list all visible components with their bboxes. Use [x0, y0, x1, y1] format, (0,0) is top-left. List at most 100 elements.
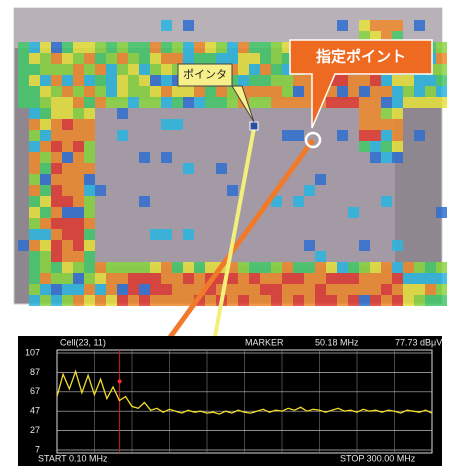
heat-cell [216, 163, 227, 174]
heat-cell [62, 163, 73, 174]
heat-cell [260, 97, 271, 108]
heat-cell [392, 141, 403, 152]
heat-cell [425, 97, 436, 108]
heat-cell [95, 97, 106, 108]
heat-cell [150, 273, 161, 284]
heat-cell [18, 240, 29, 251]
heat-cell [381, 141, 392, 152]
heat-cell [161, 152, 172, 163]
heat-cell [73, 75, 84, 86]
heat-cell [370, 284, 381, 295]
heat-cell [238, 262, 249, 273]
heat-cell [293, 196, 304, 207]
heat-cell [205, 53, 216, 64]
heat-cell [293, 273, 304, 284]
heat-cell [84, 295, 95, 306]
heat-cell [150, 86, 161, 97]
heat-cell [106, 284, 117, 295]
heat-cell [282, 86, 293, 97]
heat-cell [304, 240, 315, 251]
heat-cell [84, 86, 95, 97]
heat-cell [227, 86, 238, 97]
heat-cell [161, 284, 172, 295]
heat-cell [271, 75, 282, 86]
heat-cell [29, 86, 40, 97]
heat-cell [40, 86, 51, 97]
heat-cell [51, 141, 62, 152]
heat-cell [51, 251, 62, 262]
heat-cell [326, 284, 337, 295]
heat-cell [249, 86, 260, 97]
heat-cell [29, 207, 40, 218]
heat-cell [84, 97, 95, 108]
heat-cell [73, 108, 84, 119]
heat-cell [139, 42, 150, 53]
heat-cell [216, 42, 227, 53]
heat-cell [359, 20, 370, 31]
heat-cell [40, 75, 51, 86]
heat-cell [128, 284, 139, 295]
marker-title: MARKER [245, 337, 284, 347]
heat-cell [359, 240, 370, 251]
heat-cell [183, 42, 194, 53]
heat-cell [29, 75, 40, 86]
heat-cell [84, 152, 95, 163]
heat-cell [29, 185, 40, 196]
heat-cell [370, 31, 381, 42]
heat-cell [337, 262, 348, 273]
heat-cell [370, 97, 381, 108]
heat-cell [40, 97, 51, 108]
heat-cell [84, 196, 95, 207]
heat-cell [128, 53, 139, 64]
spectrum-panel [18, 336, 442, 466]
heat-cell [161, 53, 172, 64]
heat-cell [62, 273, 73, 284]
heat-cell [106, 53, 117, 64]
heat-cell [337, 284, 348, 295]
heat-cell [359, 108, 370, 119]
heat-cell [392, 119, 403, 130]
heat-cell [29, 163, 40, 174]
heat-cell [205, 42, 216, 53]
heat-cell [40, 240, 51, 251]
heat-cell [337, 86, 348, 97]
heat-cell [304, 97, 315, 108]
heat-cell [381, 152, 392, 163]
heat-cell [337, 97, 348, 108]
heat-cell [183, 295, 194, 306]
heat-cell [194, 284, 205, 295]
heat-cell [51, 240, 62, 251]
heat-cell [161, 42, 172, 53]
heat-cell [392, 262, 403, 273]
heat-cell [326, 262, 337, 273]
heat-cell [337, 273, 348, 284]
heat-cell [392, 273, 403, 284]
heat-cell [40, 174, 51, 185]
heat-cell [84, 207, 95, 218]
heat-cell [117, 295, 128, 306]
heat-cell [348, 262, 359, 273]
heat-cell [84, 229, 95, 240]
heat-cell [51, 284, 62, 295]
heat-cell [436, 284, 447, 295]
heat-cell [260, 42, 271, 53]
heat-cell [216, 273, 227, 284]
callout-text: 指定ポイント [316, 48, 406, 66]
heat-cell [370, 130, 381, 141]
heat-cell [359, 262, 370, 273]
heat-cell [227, 53, 238, 64]
heat-cell [62, 251, 73, 262]
heat-cell [205, 97, 216, 108]
heat-cell [392, 284, 403, 295]
heat-cell [348, 273, 359, 284]
heat-cell [414, 284, 425, 295]
y-tick-label: 107 [25, 347, 40, 357]
heat-cell [326, 97, 337, 108]
heat-cell [304, 273, 315, 284]
heat-cell [51, 152, 62, 163]
heat-cell [95, 86, 106, 97]
heat-cell [40, 108, 51, 119]
heat-cell [161, 97, 172, 108]
heat-cell [282, 42, 293, 53]
heat-cell [150, 53, 161, 64]
